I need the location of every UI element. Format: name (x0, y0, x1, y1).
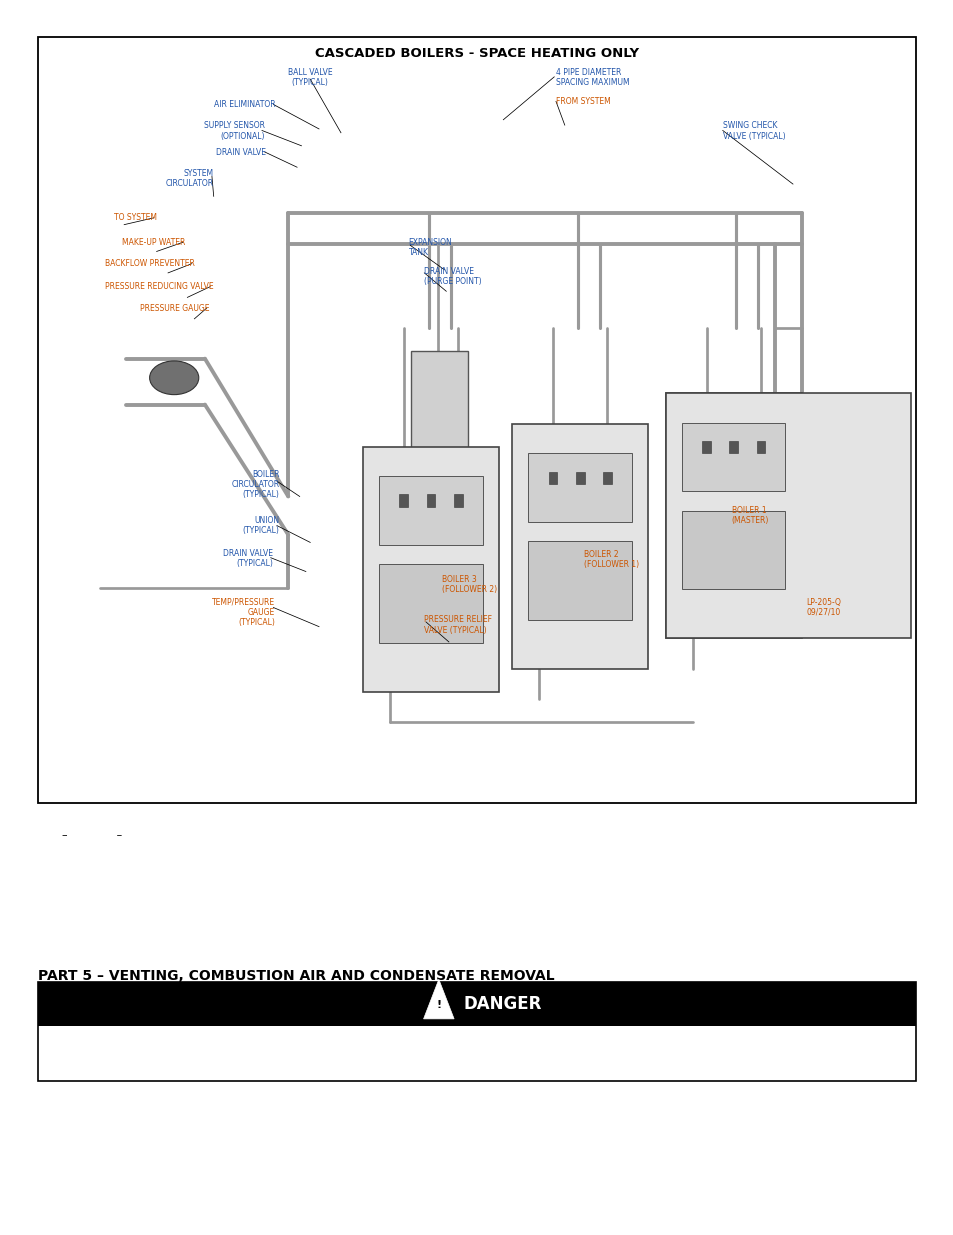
Polygon shape (423, 979, 454, 1019)
Text: BOILER 3
(FOLLOWER 2): BOILER 3 (FOLLOWER 2) (441, 574, 497, 594)
Text: SUPPLY SENSOR
(OPTIONAL): SUPPLY SENSOR (OPTIONAL) (203, 121, 264, 141)
Text: BOILER 2
(FOLLOWER 1): BOILER 2 (FOLLOWER 1) (583, 550, 639, 569)
Text: DRAIN VALVE
(TYPICAL): DRAIN VALVE (TYPICAL) (223, 548, 274, 568)
Text: –              –: – – (62, 830, 122, 840)
Bar (728, 441, 738, 453)
Bar (681, 422, 784, 492)
Bar (454, 494, 462, 506)
Bar (701, 441, 710, 453)
Text: SYSTEM
CIRCULATOR: SYSTEM CIRCULATOR (166, 169, 213, 188)
Text: TO SYSTEM: TO SYSTEM (113, 214, 156, 222)
Text: PRESSURE GAUGE: PRESSURE GAUGE (140, 304, 209, 312)
Bar (756, 441, 764, 453)
Bar (411, 351, 468, 458)
Text: UNION
(TYPICAL): UNION (TYPICAL) (242, 516, 279, 535)
Bar (528, 453, 631, 521)
Bar (681, 511, 784, 589)
Bar (665, 393, 801, 638)
Text: DRAIN VALVE: DRAIN VALVE (216, 148, 266, 157)
Text: EXPANSION
TANK: EXPANSION TANK (408, 237, 452, 257)
Text: PRESSURE RELIEF
VALVE (TYPICAL): PRESSURE RELIEF VALVE (TYPICAL) (424, 615, 492, 635)
Text: BALL VALVE
(TYPICAL): BALL VALVE (TYPICAL) (288, 68, 333, 88)
Bar (665, 393, 910, 638)
Text: BACKFLOW PREVENTER: BACKFLOW PREVENTER (105, 259, 194, 268)
Text: AIR ELIMINATOR: AIR ELIMINATOR (213, 100, 274, 109)
Text: PART 5 – VENTING, COMBUSTION AIR AND CONDENSATE REMOVAL: PART 5 – VENTING, COMBUSTION AIR AND CON… (38, 969, 555, 983)
Bar (362, 447, 498, 692)
Text: MAKE-UP WATER: MAKE-UP WATER (122, 237, 186, 247)
Text: TEMP/PRESSURE
GAUGE
(TYPICAL): TEMP/PRESSURE GAUGE (TYPICAL) (212, 598, 274, 627)
Text: BOILER
CIRCULATOR
(TYPICAL): BOILER CIRCULATOR (TYPICAL) (232, 469, 279, 499)
Bar (575, 472, 584, 484)
Text: BOILER 1
(MASTER): BOILER 1 (MASTER) (731, 505, 768, 525)
Bar (528, 541, 631, 620)
Bar (38, 37, 915, 803)
Text: CASCADED BOILERS - SPACE HEATING ONLY: CASCADED BOILERS - SPACE HEATING ONLY (314, 47, 639, 61)
Text: FROM SYSTEM: FROM SYSTEM (556, 96, 610, 106)
Bar (512, 424, 647, 669)
Ellipse shape (150, 361, 198, 395)
Bar (602, 472, 611, 484)
Text: !: ! (436, 1000, 441, 1010)
Text: PRESSURE REDUCING VALVE: PRESSURE REDUCING VALVE (105, 282, 213, 291)
Text: LP-205-Q
09/27/10: LP-205-Q 09/27/10 (805, 598, 841, 618)
Text: DRAIN VALVE
(PURGE POINT): DRAIN VALVE (PURGE POINT) (424, 267, 481, 287)
Bar (38, 982, 915, 1081)
Text: DANGER: DANGER (463, 995, 541, 1013)
Text: SWING CHECK
VALVE (TYPICAL): SWING CHECK VALVE (TYPICAL) (722, 121, 784, 141)
Bar (548, 472, 557, 484)
Bar (379, 564, 482, 642)
Bar (399, 494, 408, 506)
Text: 4 PIPE DIAMETER
SPACING MAXIMUM: 4 PIPE DIAMETER SPACING MAXIMUM (556, 68, 629, 88)
Bar (379, 477, 482, 545)
Bar (38, 982, 915, 1026)
Bar (426, 494, 435, 506)
